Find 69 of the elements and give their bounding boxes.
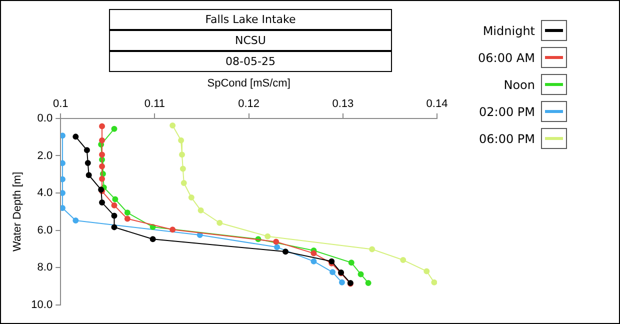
point (60, 204, 66, 211)
y-axis-title: Water Depth [m] (12, 172, 24, 252)
x-tick-label: 0.14 (426, 98, 448, 110)
point (72, 217, 79, 224)
legend-label: Midnight (482, 24, 535, 38)
point (170, 226, 176, 233)
point (124, 210, 130, 216)
legend-label: 02:00 PM (479, 104, 535, 118)
point (178, 152, 185, 158)
point (188, 194, 194, 201)
y-tick-label: 6.0 (37, 224, 53, 236)
x-tick-label: 0.13 (332, 98, 354, 110)
point (99, 200, 106, 206)
chart-title: Falls Lake Intake (110, 10, 391, 31)
point (170, 122, 176, 128)
point (180, 180, 187, 186)
point (99, 152, 106, 158)
legend-label: 06:00 AM (478, 50, 535, 64)
point (198, 207, 204, 214)
point (111, 224, 118, 230)
point (111, 212, 118, 219)
x-tick-label: 0.12 (238, 98, 260, 110)
point (282, 248, 289, 255)
legend-label: 06:00 PM (479, 132, 535, 146)
point (72, 134, 79, 140)
point (358, 271, 364, 278)
point (99, 163, 106, 170)
point (338, 279, 345, 286)
point (400, 257, 406, 264)
point (111, 202, 118, 208)
point (60, 190, 66, 196)
point (178, 137, 184, 144)
point (99, 176, 106, 182)
point (330, 269, 336, 276)
x-axis-title: SpCond [mS/cm] (207, 78, 290, 90)
point (60, 132, 66, 139)
point (99, 137, 106, 144)
text: 08-05-25 (224, 54, 276, 70)
point (273, 238, 280, 245)
point (180, 166, 186, 172)
point (431, 279, 437, 286)
point (216, 220, 223, 226)
point (111, 126, 118, 132)
point (84, 160, 91, 166)
y-tick-label: 8.0 (37, 262, 53, 274)
y-tick-label: 2.0 (37, 150, 53, 162)
point (86, 172, 92, 178)
point (310, 250, 317, 256)
point (365, 280, 372, 286)
y-tick-label: 10.0 (31, 299, 53, 312)
point (60, 160, 66, 166)
point (310, 258, 317, 264)
point (424, 268, 430, 274)
point (60, 176, 66, 182)
x-tick-label: 0.1 (52, 98, 68, 110)
legend-label: Noon (504, 78, 535, 92)
point (99, 123, 106, 130)
y-tick-label: 4.0 (37, 187, 53, 200)
point (150, 236, 156, 242)
point (369, 246, 376, 252)
point (348, 260, 354, 266)
point (274, 244, 280, 250)
chart-subtitle: NCSU (110, 31, 391, 52)
x-tick-label: 0.11 (144, 98, 166, 110)
point (112, 196, 118, 202)
point (264, 233, 271, 240)
point (124, 216, 130, 222)
y-tick-label: 0.0 (37, 112, 53, 124)
point (84, 147, 90, 154)
